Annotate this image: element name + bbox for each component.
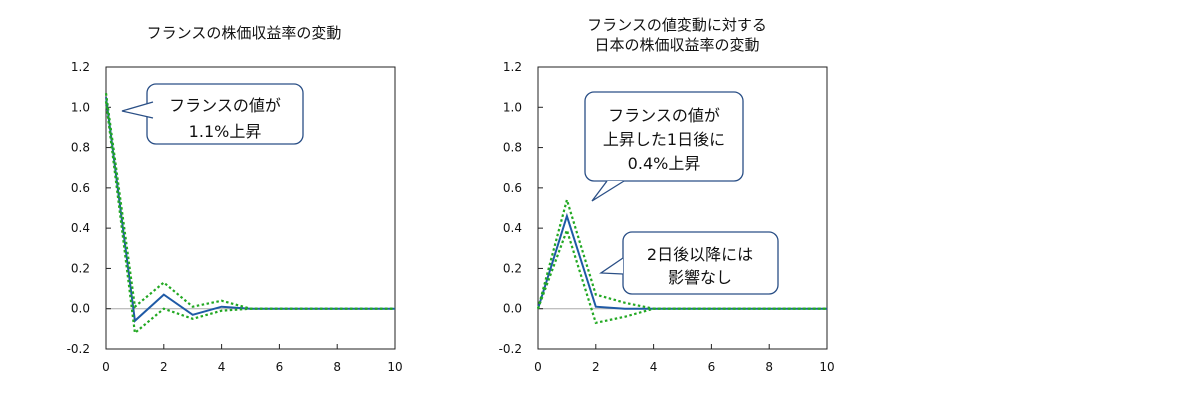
y-tick-label: 1.2 <box>71 60 90 74</box>
y-tick-label: 0.4 <box>503 221 522 235</box>
y-tick-label: 0.4 <box>71 221 90 235</box>
y-tick-label: 0.2 <box>503 261 522 275</box>
callout-bubble: フランスの値が 1.1%上昇 <box>121 83 304 145</box>
callout-text-line: 上昇した1日後に <box>603 130 725 149</box>
x-tick-label: 8 <box>333 360 341 374</box>
series-line-lower-band <box>104 101 395 336</box>
x-tick-label: 10 <box>819 360 834 374</box>
callout-text-line: 0.4%上昇 <box>628 154 701 173</box>
chart-title-line: フランスの株価収益率の変動 <box>147 24 342 42</box>
y-tick-label: 0.2 <box>71 261 90 275</box>
callout-text-line: フランスの値が <box>169 96 281 115</box>
y-tick-label: 1.2 <box>503 60 522 74</box>
chart-title-line: フランスの値変動に対する <box>587 16 767 34</box>
callout-box <box>584 91 744 182</box>
y-tick-label: 0.6 <box>503 181 522 195</box>
y-tick-label: 0.8 <box>503 141 522 155</box>
x-tick-label: 0 <box>102 360 110 374</box>
x-tick-label: 4 <box>650 360 658 374</box>
chart-title-line: 日本の株価収益率の変動 <box>594 36 759 54</box>
x-tick-label: 4 <box>218 360 226 374</box>
callout-text-line: 影響なし <box>668 268 732 287</box>
callout-text-line: フランスの値が <box>608 106 720 125</box>
callout-text-line: 2日後以降には <box>647 245 753 264</box>
y-tick-label: 1.0 <box>503 100 522 114</box>
plot-frame <box>105 66 396 350</box>
x-tick-label: 6 <box>708 360 716 374</box>
series-line-lower-band <box>536 226 827 325</box>
x-tick-label: 8 <box>765 360 773 374</box>
callout-tail <box>591 180 625 202</box>
x-tick-label: 2 <box>592 360 600 374</box>
plot-frame <box>537 66 828 350</box>
callout-tail <box>599 257 624 275</box>
callout-tail <box>121 101 154 119</box>
y-tick-label: 0.0 <box>71 302 90 316</box>
chart-panel-1: フランスの株価収益率の変動 1.2 1.0 0.8 0.6 0.4 0.2 0.0 -0.2 0 2… <box>67 24 403 374</box>
y-tick-label: 0.8 <box>71 141 90 155</box>
x-tick-label: 0 <box>534 360 542 374</box>
y-tick-label: 0.0 <box>503 302 522 316</box>
y-tick-label: -0.2 <box>499 342 522 356</box>
y-tick-label: 1.0 <box>71 100 90 114</box>
x-tick-label: 10 <box>387 360 402 374</box>
x-tick-label: 2 <box>160 360 168 374</box>
callout-tail-fill <box>122 102 153 118</box>
x-tick-label: 6 <box>276 360 284 374</box>
y-tick-label: -0.2 <box>67 342 90 356</box>
y-tick-label: 0.6 <box>71 181 90 195</box>
callout-text-line: 1.1%上昇 <box>189 122 262 141</box>
